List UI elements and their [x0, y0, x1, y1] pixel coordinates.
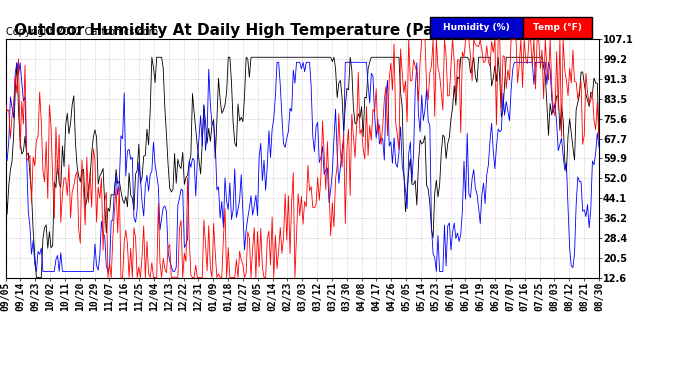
Title: Outdoor Humidity At Daily High Temperature (Past Year) 20120905: Outdoor Humidity At Daily High Temperatu…	[14, 23, 591, 38]
Text: Copyright 2012 Cartronics.com: Copyright 2012 Cartronics.com	[6, 27, 158, 37]
Text: Temp (°F): Temp (°F)	[533, 22, 582, 32]
Text: Humidity (%): Humidity (%)	[443, 22, 510, 32]
